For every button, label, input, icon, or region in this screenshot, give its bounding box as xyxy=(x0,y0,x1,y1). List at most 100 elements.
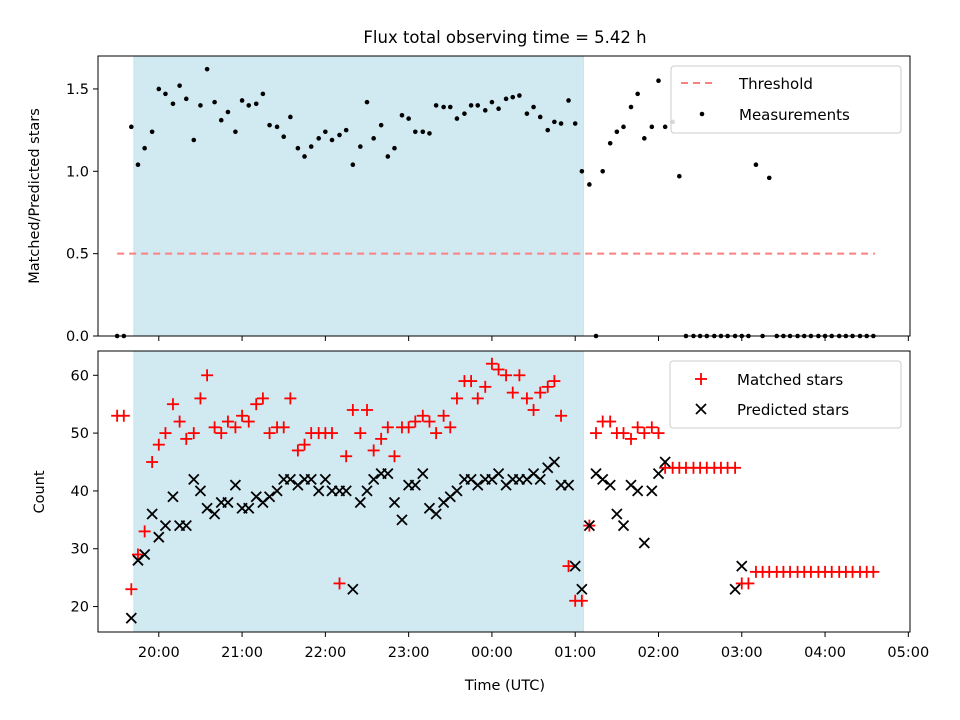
predicted-star-point xyxy=(388,496,401,509)
measurement-point xyxy=(635,91,640,97)
x-tick-label: 01:00 xyxy=(554,645,596,661)
measurement-point xyxy=(503,96,509,102)
measurement-point xyxy=(621,124,626,130)
measurement-point xyxy=(642,136,647,141)
y-tick-label: 60 xyxy=(71,368,89,384)
ratio-shaded-band xyxy=(133,55,584,337)
predicted-star-point xyxy=(208,508,221,520)
x-tick-label: 03:00 xyxy=(721,645,763,661)
ratio-plot-frame xyxy=(97,55,911,337)
measurement-point xyxy=(316,136,321,141)
matched-star-point xyxy=(125,583,138,596)
measurement-point xyxy=(142,145,147,151)
measurement-point xyxy=(587,182,592,187)
legend-matched-label: Matched stars xyxy=(737,371,843,389)
matched-star-point xyxy=(492,363,505,376)
predicted-star-point xyxy=(548,456,561,468)
predicted-star-point xyxy=(201,502,213,514)
measurement-point xyxy=(420,129,426,135)
measurement-point xyxy=(607,140,613,146)
predicted-star-point xyxy=(409,479,421,491)
matched-star-point xyxy=(645,421,658,434)
measurement-point xyxy=(129,124,134,130)
measurement-point xyxy=(239,98,245,103)
matched-star-point xyxy=(201,369,214,382)
measurement-point xyxy=(337,132,342,138)
measurement-point xyxy=(183,96,189,102)
measurement-point xyxy=(427,131,432,136)
predicted-star-point xyxy=(632,485,644,497)
measurement-point xyxy=(475,103,481,108)
matched-star-point xyxy=(548,375,561,388)
matched-star-point xyxy=(867,565,880,578)
count-x-ticks: 20:00 21:00 22:00 23:00 00:00 01:00 02:00 03:00… xyxy=(138,632,929,661)
y-tick-label: 1.5 xyxy=(66,82,89,98)
measurement-point xyxy=(371,136,376,141)
matched-star-point xyxy=(263,427,276,440)
matched-star-point xyxy=(152,438,165,451)
count-shaded-band xyxy=(133,350,584,633)
predicted-star-point xyxy=(430,508,442,520)
matched-star-point xyxy=(416,409,429,422)
measurement-point xyxy=(572,121,578,126)
matched-star-point xyxy=(215,427,228,440)
measurement-point xyxy=(253,101,259,107)
predicted-star-point xyxy=(617,519,630,532)
matched-star-point xyxy=(575,594,588,607)
y-tick-label: 50 xyxy=(71,426,89,442)
measurement-point xyxy=(677,173,682,179)
measurement-point xyxy=(753,162,759,168)
measurement-point xyxy=(531,104,536,110)
x-axis-label: Time (UTC) xyxy=(464,678,545,694)
matched-star-point xyxy=(277,421,290,434)
predicted-star-point xyxy=(492,467,505,480)
matched-star-point xyxy=(242,415,255,428)
predicted-star-point xyxy=(604,479,616,491)
measurement-point xyxy=(177,83,182,88)
matched-star-point xyxy=(485,357,498,370)
measurement-point xyxy=(212,99,217,105)
matched-star-point xyxy=(180,432,193,445)
predicted-star-point xyxy=(271,485,283,497)
measurement-point xyxy=(558,121,564,126)
matched-star-point xyxy=(604,415,617,428)
measurement-point xyxy=(517,93,522,98)
predicted-star-point xyxy=(159,519,172,532)
measurement-points xyxy=(114,66,876,339)
matched-star-point xyxy=(194,392,207,405)
matched-star-point xyxy=(742,577,755,590)
ratio-legend: Threshold Measurements xyxy=(670,65,902,134)
matched-star-point xyxy=(346,403,359,416)
predicted-star-point xyxy=(597,473,609,485)
matched-star-point xyxy=(500,369,513,382)
measurement-point xyxy=(579,168,585,174)
matched-star-point xyxy=(527,403,540,416)
ratio-legend-box xyxy=(670,65,902,134)
measurement-point xyxy=(462,111,467,116)
measurement-point xyxy=(358,144,363,149)
predicted-star-point xyxy=(361,485,373,497)
predicted-star-point xyxy=(382,467,394,480)
predicted-star-point xyxy=(319,473,331,485)
matched-star-point xyxy=(513,369,526,382)
matched-star-point xyxy=(617,427,630,440)
predicted-star-point xyxy=(180,519,192,532)
predicted-star-point xyxy=(576,583,588,595)
count-plot-frame xyxy=(97,350,911,633)
x-tick-label: 00:00 xyxy=(471,645,513,661)
count-legend-box xyxy=(669,360,902,429)
measurement-point xyxy=(454,116,460,121)
measurement-point xyxy=(163,91,168,97)
predicted-star-point xyxy=(562,479,575,491)
predicted-star-point xyxy=(313,485,325,497)
measurement-point xyxy=(225,109,231,115)
y-tick-label: 0.5 xyxy=(66,247,89,263)
predicted-star-point xyxy=(340,485,352,497)
legend-predicted-swatch xyxy=(695,403,707,415)
matched-star-point xyxy=(409,415,422,428)
legend-predicted-label: Predicted stars xyxy=(737,401,849,419)
measurement-point xyxy=(198,103,203,108)
ratio-y-label: Matched/Predicted stars xyxy=(27,108,43,284)
count-y-ticks: 20 30 40 50 60 xyxy=(71,368,98,616)
